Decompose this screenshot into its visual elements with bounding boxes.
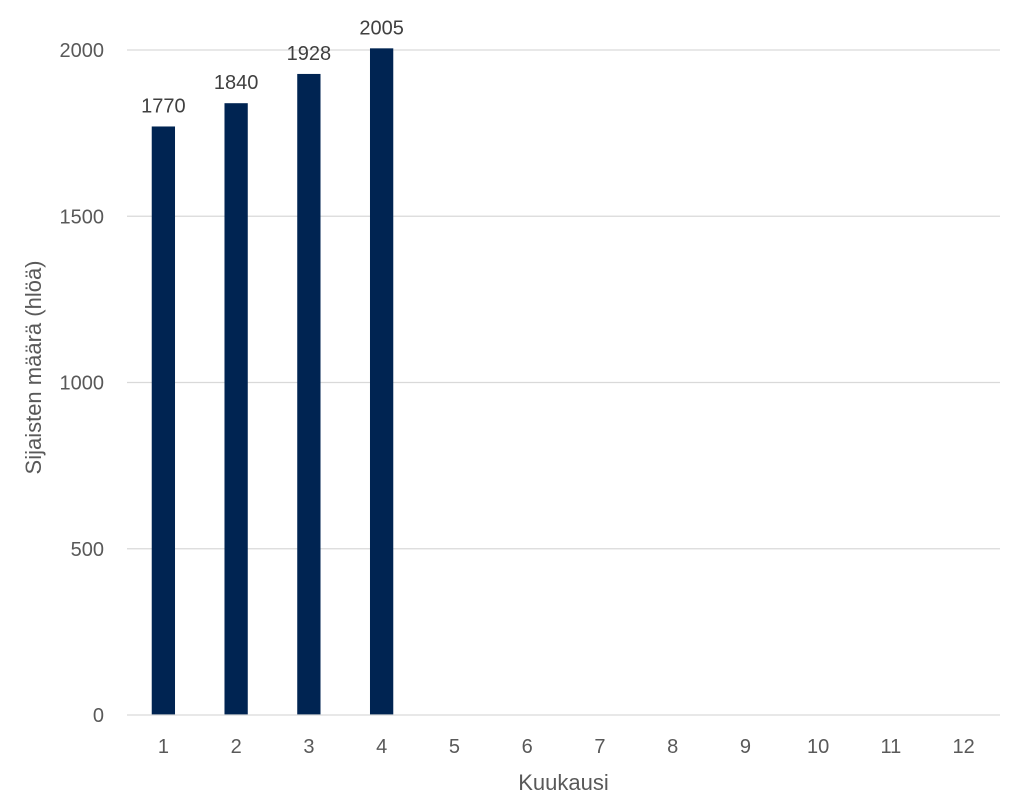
y-axis-title: Sijaisten määrä (hlöä) bbox=[21, 261, 46, 475]
data-label-3: 1928 bbox=[287, 43, 332, 65]
x-tick-label-2: 2 bbox=[231, 736, 242, 758]
x-tick-labels: 1 2 3 4 5 6 7 8 9 10 11 12 bbox=[158, 736, 975, 758]
x-tick-label-3: 3 bbox=[303, 736, 314, 758]
bar-1 bbox=[151, 126, 176, 716]
x-tick-label-6: 6 bbox=[522, 736, 533, 758]
x-tick-label-8: 8 bbox=[667, 736, 678, 758]
x-tick-label-5: 5 bbox=[449, 736, 460, 758]
x-tick-label-4: 4 bbox=[376, 736, 387, 758]
data-labels: 1770 1840 1928 2005 bbox=[141, 17, 404, 117]
data-label-1: 1770 bbox=[141, 95, 186, 117]
bar-2 bbox=[224, 103, 248, 715]
y-tick-label-2000: 2000 bbox=[60, 40, 105, 62]
x-tick-label-10: 10 bbox=[807, 736, 829, 758]
y-tick-label-500: 500 bbox=[71, 539, 104, 561]
x-tick-label-9: 9 bbox=[740, 736, 751, 758]
bars bbox=[151, 48, 394, 716]
y-gridlines bbox=[127, 49, 1000, 550]
y-tick-labels: 0 500 1000 1500 2000 bbox=[60, 40, 105, 727]
x-tick-label-11: 11 bbox=[880, 736, 901, 758]
bar-4 bbox=[369, 48, 394, 715]
y-tick-label-1000: 1000 bbox=[60, 373, 105, 395]
x-axis-title: Kuukausi bbox=[518, 770, 609, 795]
x-tick-label-7: 7 bbox=[594, 736, 605, 758]
y-tick-label-0: 0 bbox=[93, 705, 104, 727]
x-tick-label-12: 12 bbox=[953, 736, 975, 758]
data-label-2: 1840 bbox=[214, 72, 259, 94]
bar-3 bbox=[297, 73, 321, 715]
x-tick-label-1: 1 bbox=[158, 736, 169, 758]
y-tick-label-1500: 1500 bbox=[60, 206, 105, 228]
data-label-4: 2005 bbox=[359, 17, 404, 39]
